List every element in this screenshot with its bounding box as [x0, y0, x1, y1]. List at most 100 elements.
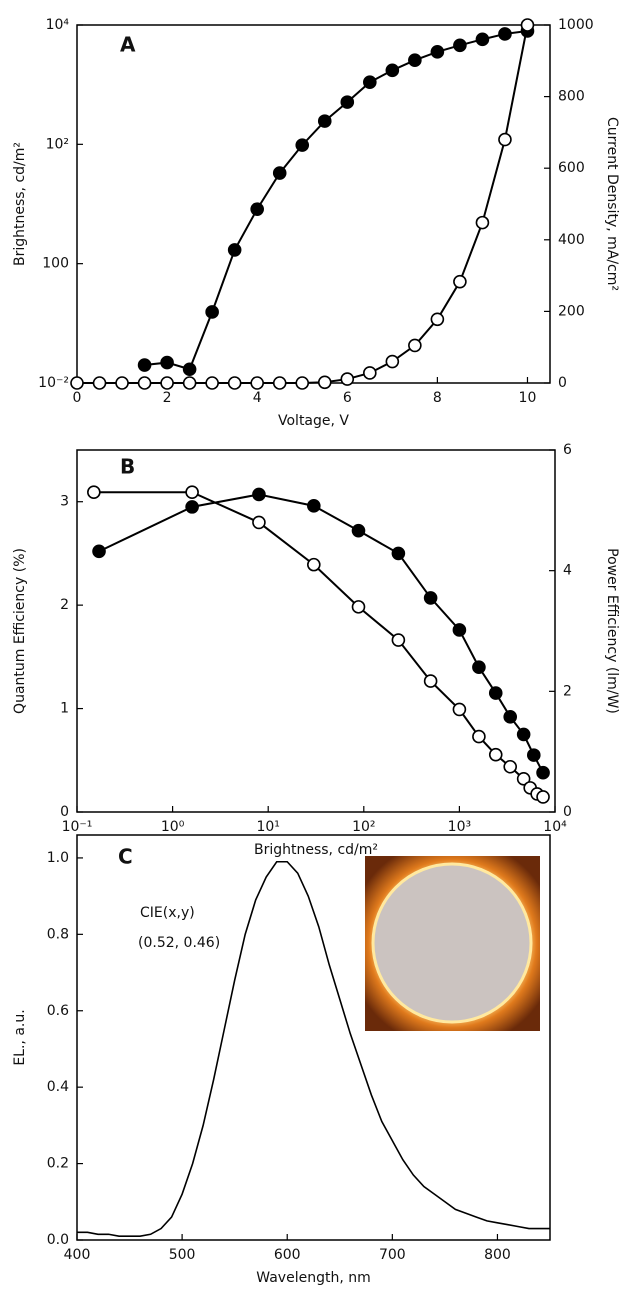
- data-point: [295, 138, 310, 152]
- y-axis-label: EL., a.u.: [12, 1009, 28, 1065]
- data-point: [185, 500, 199, 514]
- annotation: C: [118, 845, 133, 869]
- data-point: [475, 32, 490, 47]
- y-tick-label: 100: [42, 256, 69, 272]
- data-point: [391, 546, 406, 561]
- data-point: [250, 376, 264, 390]
- data-point: [472, 660, 486, 675]
- data-point: [430, 45, 445, 59]
- data-point: [363, 75, 377, 89]
- data-point: [536, 790, 550, 804]
- x-axis-label: Voltage, V: [278, 413, 349, 429]
- y2-tick-label: 600: [558, 160, 585, 176]
- annotation: B: [120, 455, 135, 479]
- data-point: [453, 274, 467, 289]
- data-point: [252, 515, 266, 530]
- data-point: [516, 772, 531, 786]
- data-point: [70, 376, 84, 390]
- x-tick-label: 500: [169, 1247, 196, 1263]
- y2-tick-label: 0: [558, 375, 567, 391]
- data-point: [115, 376, 129, 390]
- x-tick-label: 4: [253, 390, 262, 406]
- y-axis-label: Brightness, cd/m²: [12, 142, 28, 266]
- x-axis-label: Wavelength, nm: [256, 1270, 370, 1286]
- data-point: [92, 544, 106, 559]
- data-point: [488, 686, 503, 700]
- y2-tick-label: 6: [563, 442, 572, 458]
- data-point: [340, 95, 355, 109]
- data-point: [503, 710, 518, 724]
- x-tick-label: 10¹: [256, 819, 279, 835]
- data-point: [351, 523, 366, 538]
- data-point: [307, 499, 321, 513]
- x-tick-label: 10⁰: [161, 819, 185, 835]
- x-tick-label: 700: [379, 1247, 406, 1263]
- data-point: [408, 53, 422, 68]
- data-point: [227, 243, 242, 257]
- x-tick-label: 6: [343, 390, 352, 406]
- data-point: [272, 166, 287, 180]
- y-tick-label: 0.8: [47, 926, 69, 942]
- x-tick-label: 600: [274, 1247, 301, 1263]
- data-point: [526, 748, 541, 762]
- data-point: [307, 557, 321, 572]
- data-point: [185, 485, 199, 500]
- y-tick-label: 10⁻²: [38, 375, 69, 391]
- data-point: [137, 376, 152, 390]
- data-point: [385, 63, 400, 78]
- data-point: [160, 355, 174, 370]
- data-point: [363, 366, 377, 380]
- y2-axis-label: Power Efficiency (lm/W): [604, 548, 620, 714]
- x-tick-label: 0: [73, 390, 82, 406]
- series-line: [144, 29, 528, 371]
- annotation: (0.52, 0.46): [138, 935, 220, 951]
- annotation: CIE(x,y): [140, 905, 195, 921]
- y-tick-label: 0.6: [47, 1003, 69, 1019]
- y-tick-label: 2: [60, 597, 69, 613]
- y-tick-label: 0.2: [47, 1156, 69, 1172]
- plot-frame: [76, 24, 551, 384]
- data-point: [430, 312, 445, 327]
- data-point: [391, 633, 406, 647]
- data-point: [503, 759, 518, 774]
- y2-tick-label: 0: [563, 804, 572, 820]
- data-point: [137, 358, 152, 372]
- plot-frame: [76, 834, 551, 1241]
- data-point: [252, 487, 266, 502]
- x-axis-label: Brightness, cd/m²: [254, 842, 378, 858]
- data-point: [182, 362, 197, 377]
- data-point: [250, 202, 264, 216]
- x-tick-label: 10³: [448, 819, 471, 835]
- y-tick-label: 3: [60, 494, 69, 510]
- data-point: [340, 372, 355, 386]
- device-emission: [371, 862, 533, 1024]
- y2-tick-label: 800: [558, 89, 585, 105]
- data-point: [317, 114, 332, 128]
- data-point: [385, 354, 400, 369]
- y2-tick-label: 400: [558, 232, 585, 248]
- x-tick-label: 10⁴: [543, 819, 567, 835]
- y2-tick-label: 1000: [558, 17, 594, 33]
- y2-axis-label: Current Density, mA/cm²: [604, 117, 620, 291]
- x-tick-label: 10²: [352, 819, 375, 835]
- data-point: [160, 376, 174, 390]
- data-point: [205, 376, 219, 390]
- data-point: [295, 376, 310, 390]
- y-tick-label: 10²: [46, 136, 69, 152]
- y-tick-label: 0.4: [47, 1079, 69, 1095]
- x-tick-label: 800: [484, 1247, 511, 1263]
- data-point: [351, 600, 366, 614]
- data-point: [423, 674, 438, 688]
- y-tick-label: 1.0: [47, 850, 69, 866]
- data-point: [516, 727, 531, 742]
- y-tick-label: 1: [60, 701, 69, 717]
- y2-tick-label: 200: [558, 303, 585, 319]
- data-point: [475, 215, 490, 230]
- y-tick-label: 0: [60, 804, 69, 820]
- data-point: [87, 485, 101, 500]
- data-point: [423, 591, 438, 605]
- data-point: [536, 765, 550, 780]
- series-line: [77, 860, 550, 1237]
- data-point: [498, 132, 512, 147]
